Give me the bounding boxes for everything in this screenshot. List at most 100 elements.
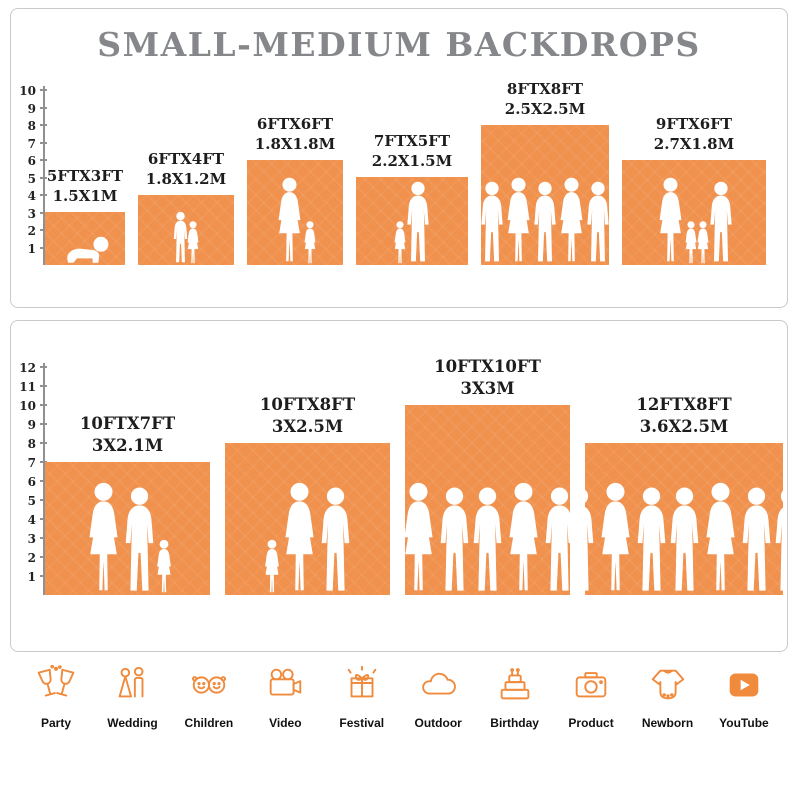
size-m-text: 2.2X1.5M: [371, 151, 453, 170]
backdrop-rectangle: [405, 405, 570, 595]
category-item-party: Party: [20, 664, 92, 730]
size-m-text: 1.8X1.2M: [145, 169, 227, 188]
adult-silhouette: [120, 487, 159, 595]
people-silhouettes: [481, 177, 609, 265]
category-label: Product: [568, 716, 614, 730]
backdrop-size-label: 5FTX3FT 1.5X1M: [47, 167, 123, 206]
child-small-silhouette: [301, 221, 319, 265]
backdrop-rectangle: [356, 177, 468, 265]
backdrop-rectangle: [622, 160, 766, 265]
people-silhouettes: [585, 482, 783, 595]
child-small-silhouette: [153, 539, 175, 595]
ruler-tick-label: 12: [19, 361, 36, 375]
ruler-tickmark: [40, 89, 47, 91]
ruler-tickmark: [40, 575, 47, 577]
category-item-festival: Festival: [326, 664, 398, 730]
backdrop-rectangle: [45, 212, 125, 265]
ruler-tickmark: [40, 518, 47, 520]
ruler-tick-label: 7: [27, 136, 36, 151]
ruler-tick-label: 3: [27, 206, 36, 221]
ruler-tick-label: 4: [27, 513, 36, 527]
adult-f-silhouette: [272, 177, 307, 265]
child-small-silhouette: [184, 221, 202, 265]
backdrop-item: 10FTX8FT 3X2.5M: [225, 394, 390, 595]
people-silhouettes: [405, 482, 570, 595]
children-icon: [188, 664, 230, 706]
adult-f-silhouette: [653, 177, 688, 265]
ruler-tick-label: 10: [19, 399, 36, 413]
size-m-text: 2.5X2.5M: [504, 99, 586, 118]
size-m-text: 3.6X2.5M: [639, 416, 729, 436]
child-small-silhouette: [682, 221, 700, 265]
ruler-tickmark: [40, 404, 47, 406]
ruler-tickmark: [40, 194, 47, 196]
large-backdrop-panel: 1 2 3 4 5 6 7 8 9 10 11 12 10FTX7FT 3X2.1M 10FTX8FT 3X…: [10, 320, 788, 652]
backdrop-rectangle: [45, 462, 210, 595]
product-icon: [570, 664, 612, 706]
birthday-icon: [494, 664, 536, 706]
adult-silhouette: [481, 181, 507, 265]
ruler-tick-label: 2: [27, 224, 36, 238]
adult-silhouette: [583, 181, 609, 265]
adult-silhouette: [435, 487, 474, 595]
size-m-text: 3X2.1M: [91, 435, 164, 455]
category-label: Children: [184, 716, 234, 730]
ruler-tickmark: [40, 106, 47, 109]
adult-silhouette: [665, 487, 704, 595]
youtube-icon: [723, 664, 765, 706]
backdrop-size-label: 12FTX8FT 3.6X2.5M: [636, 394, 731, 437]
adult-f-silhouette: [405, 482, 441, 595]
backdrop-item: 9FTX6FT 2.7X1.8M: [622, 115, 766, 265]
size-ft-text: 6FTX6FT: [256, 115, 334, 133]
category-item-birthday: Birthday: [479, 664, 551, 730]
ruler-tickmark: [40, 211, 47, 214]
ruler-tick-label: 6: [27, 475, 36, 489]
ruler-tick-label: 9: [27, 418, 36, 432]
page-title: SMALL-MEDIUM BACKDROPS: [97, 25, 701, 64]
backdrop-row-bottom: 10FTX7FT 3X2.1M 10FTX8FT 3X2.5M 10FTX10FT 3X3…: [45, 356, 783, 595]
adult-f-silhouette: [501, 177, 536, 265]
baby-silhouette: [59, 235, 112, 265]
category-item-newborn: Newborn: [632, 664, 704, 730]
ruler-tick-label: 1: [27, 241, 36, 256]
ruler-tickmark: [40, 246, 47, 249]
ruler-axis-line: [43, 363, 45, 595]
backdrop-item: 6FTX6FT 1.8X1.8M: [247, 115, 343, 265]
ruler-tickmark: [40, 385, 47, 387]
adult-silhouette: [632, 487, 671, 595]
people-silhouettes: [45, 482, 210, 595]
wedding-icon: [111, 664, 153, 706]
adult-silhouette: [737, 487, 776, 595]
size-ft-text: 8FTX8FT: [506, 80, 584, 98]
size-ft-text: 10FTX8FT: [259, 395, 356, 415]
ruler-tickmark: [40, 159, 47, 161]
child-small-silhouette: [261, 539, 283, 595]
people-silhouettes: [622, 177, 766, 265]
category-item-youtube: YouTube: [708, 664, 780, 730]
people-silhouettes: [45, 235, 125, 265]
category-label: Video: [269, 716, 302, 730]
ruler-tick-label: 8: [27, 437, 36, 451]
ruler-tick-label: 7: [27, 456, 36, 470]
festival-icon: [341, 664, 383, 706]
category-label: Outdoor: [414, 716, 462, 730]
adult-f-silhouette: [698, 482, 743, 595]
category-label: Party: [40, 716, 72, 730]
ruler-tickmark: [40, 141, 47, 144]
adult-silhouette: [540, 487, 570, 595]
adult-silhouette: [403, 181, 433, 265]
adult-silhouette: [770, 487, 783, 595]
size-ft-text: 7FTX5FT: [373, 132, 451, 150]
backdrop-size-label: 9FTX6FT 2.7X1.8M: [654, 115, 734, 154]
size-m-text: 1.5X1M: [52, 186, 118, 205]
people-silhouettes: [225, 482, 390, 595]
child-silhouette: [171, 211, 190, 265]
ruler-tickmark: [40, 229, 47, 231]
people-silhouettes: [356, 181, 468, 265]
ruler-tick-label: 9: [27, 101, 36, 116]
backdrop-item: 12FTX8FT 3.6X2.5M: [585, 394, 783, 595]
category-item-wedding: Wedding: [96, 664, 168, 730]
ruler-tick-label: 2: [27, 551, 36, 565]
backdrop-size-label: 10FTX8FT 3X2.5M: [260, 394, 355, 437]
ruler-tick-label: 8: [27, 119, 36, 133]
